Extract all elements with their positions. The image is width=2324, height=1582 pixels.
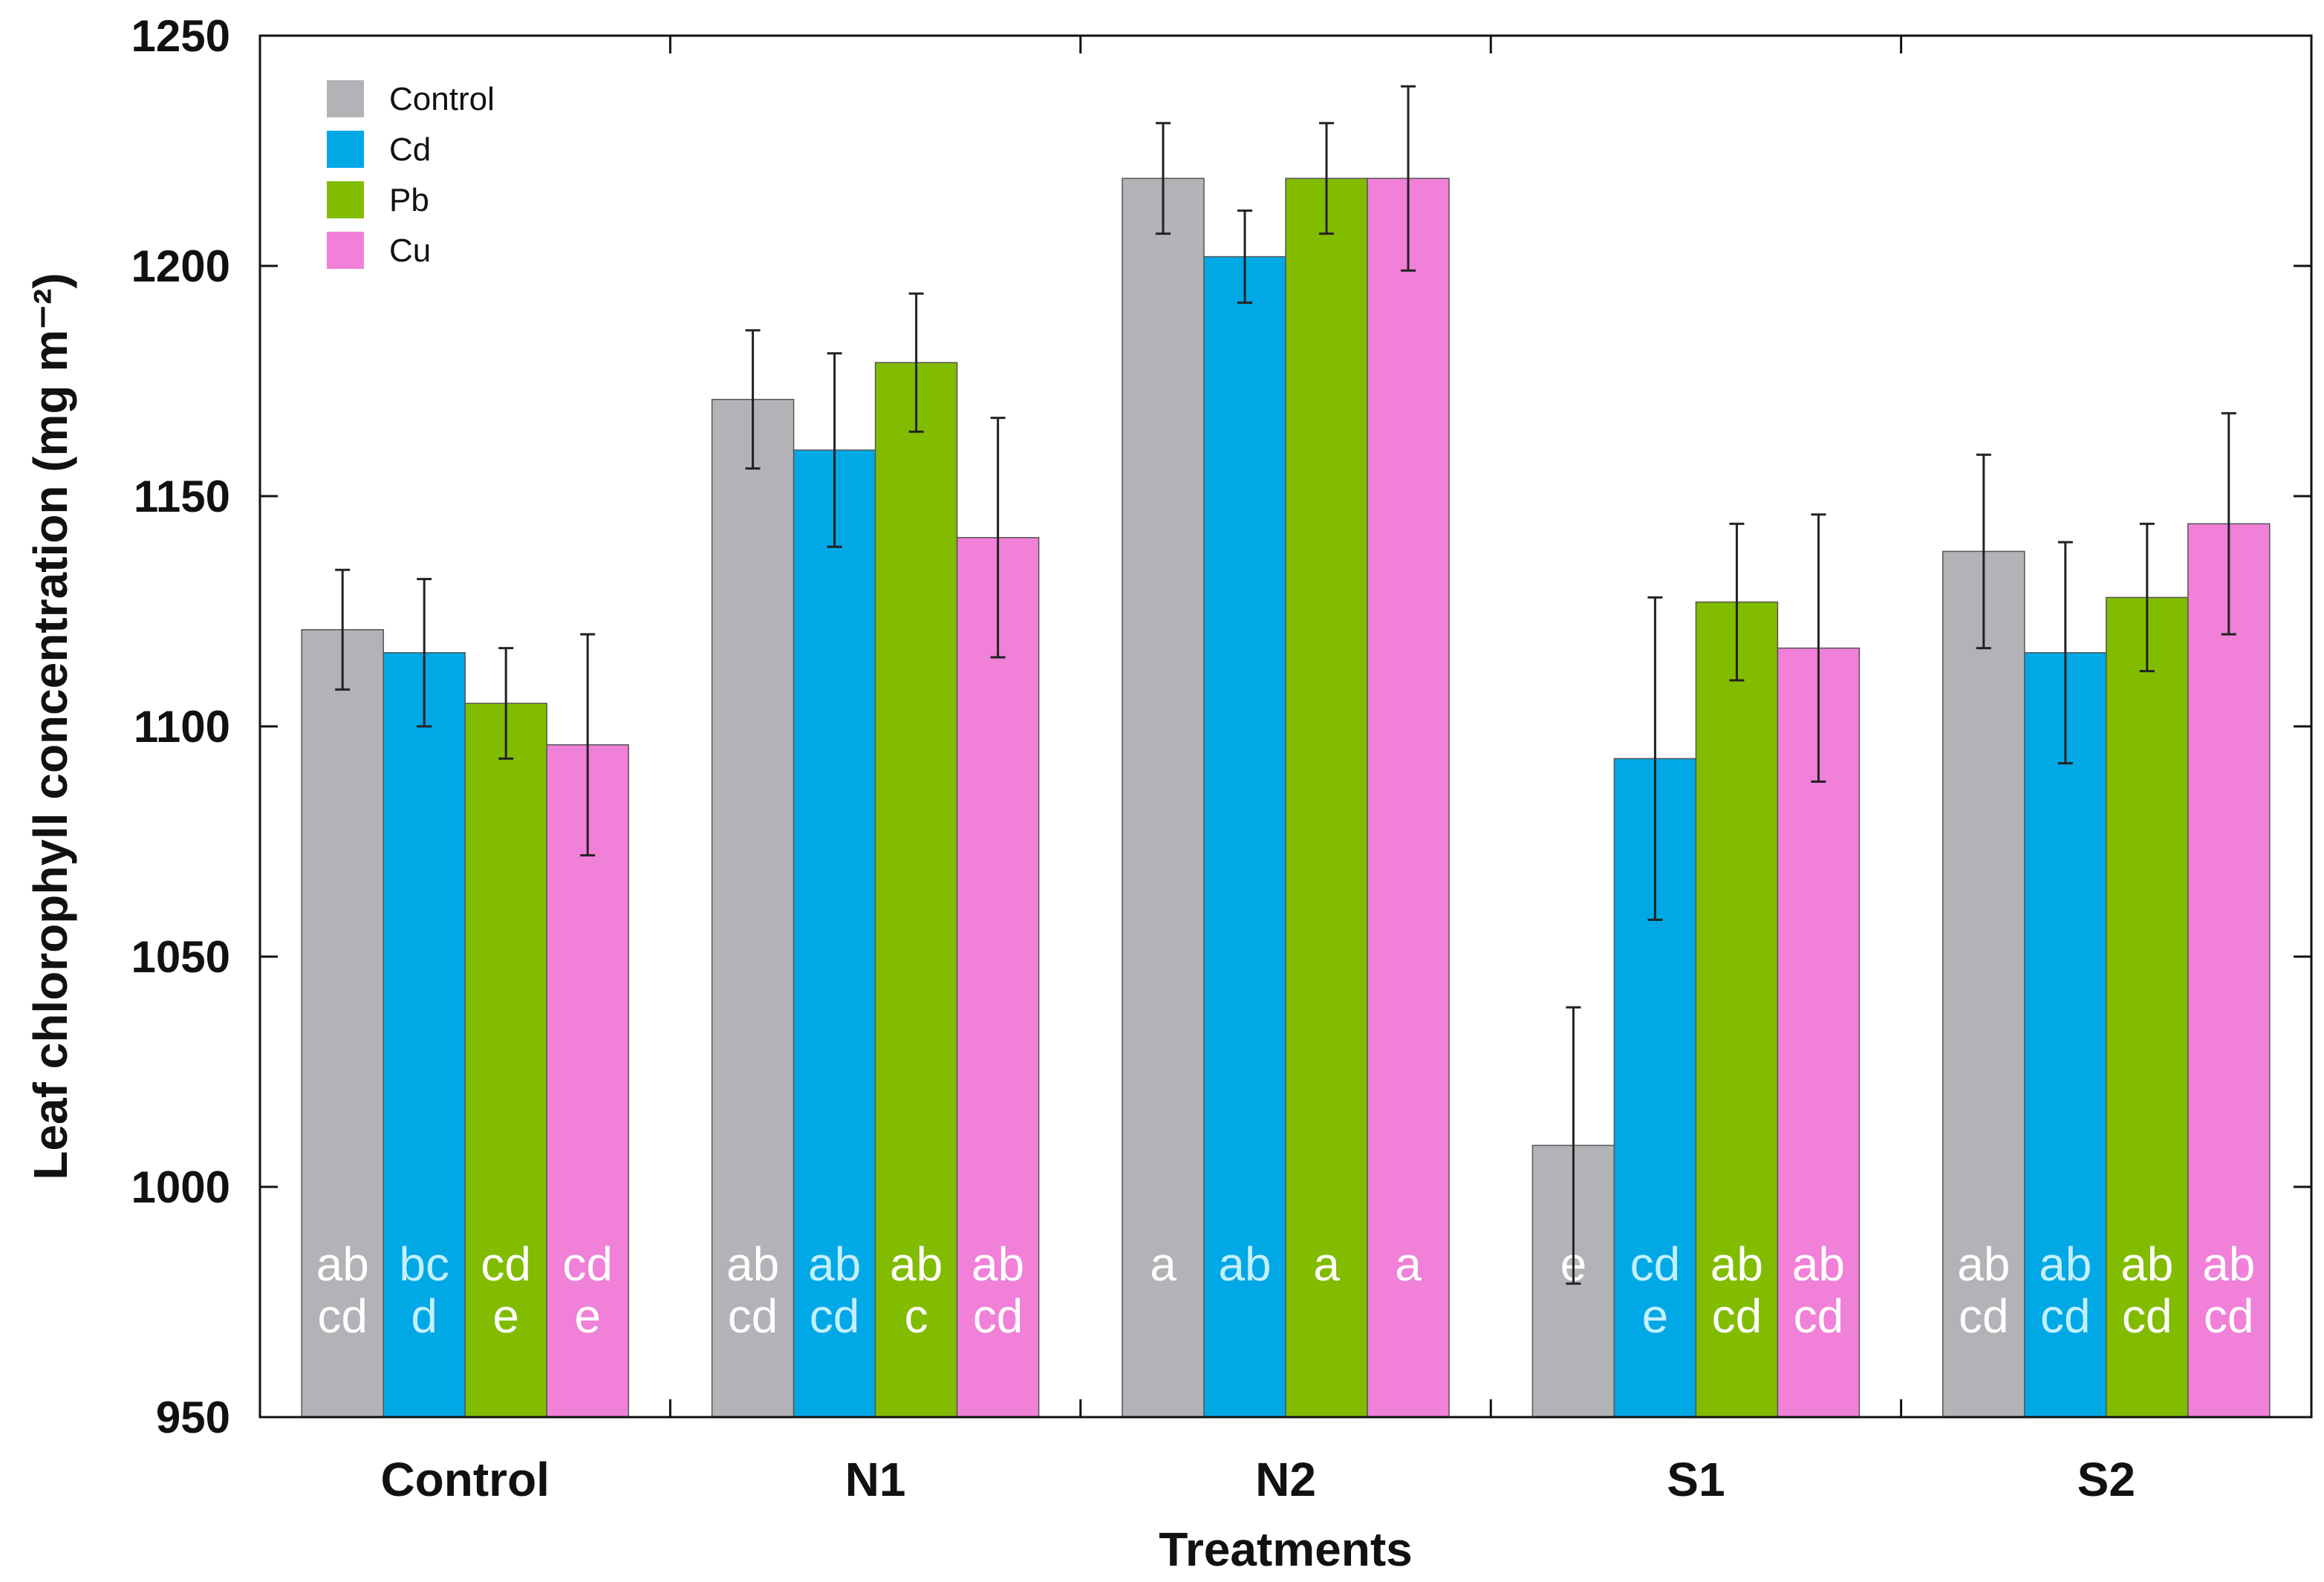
legend-label-control: Control	[389, 81, 495, 117]
significance-letter: ab	[1711, 1237, 1763, 1291]
significance-letter: ab	[2039, 1237, 2092, 1291]
significance-letter: ab	[1792, 1237, 1845, 1291]
significance-letter: d	[411, 1289, 437, 1343]
bar-pb-control	[464, 703, 547, 1418]
significance-letter: a	[1395, 1237, 1422, 1291]
significance-letter: ab	[971, 1237, 1024, 1291]
significance-letter: cd	[1712, 1289, 1762, 1343]
significance-letter: cd	[973, 1289, 1023, 1343]
significance-letter: cd	[1630, 1237, 1681, 1291]
bar-pb-n2	[1285, 178, 1368, 1418]
bar-cu-n2	[1367, 178, 1450, 1418]
significance-letter: a	[1150, 1237, 1176, 1291]
significance-letter: cd	[1959, 1289, 2009, 1343]
legend-swatch-pb	[327, 181, 364, 218]
significance-letter: e	[1642, 1289, 1669, 1343]
bar-control-n2	[1122, 178, 1205, 1418]
plot-frame	[258, 34, 2313, 1419]
bar-control-n1	[711, 399, 795, 1418]
significance-letter: c	[905, 1289, 928, 1343]
legend-swatch-cu	[327, 232, 364, 269]
error-bars	[335, 85, 2236, 1285]
significance-letter: e	[574, 1289, 601, 1343]
significance-letter: ab	[808, 1237, 861, 1291]
x-tick-label: Control	[380, 1453, 550, 1506]
x-tick-label: N2	[1255, 1453, 1316, 1506]
significance-letter: ab	[1957, 1237, 2010, 1291]
x-tick-label: N1	[845, 1453, 906, 1506]
significance-letter: cd	[1794, 1289, 1844, 1343]
bar-control-s2	[1942, 550, 2025, 1418]
significance-letter: ab	[890, 1237, 943, 1291]
x-tick-label: S1	[1667, 1453, 1725, 1506]
significance-letter: ab	[2120, 1237, 2173, 1291]
bar-groups	[301, 178, 2271, 1418]
significance-letter: cd	[317, 1289, 368, 1343]
y-tick-label: 1200	[131, 241, 230, 291]
legend-label-cu: Cu	[389, 232, 431, 269]
significance-letter: e	[492, 1289, 519, 1343]
y-tick-labels: 950 1000 1050 1100 1150 1200 1250	[131, 11, 230, 1442]
significance-letter: ab	[316, 1237, 369, 1291]
x-tick-label: S2	[2077, 1453, 2135, 1506]
bar-cu-s2	[2187, 523, 2271, 1418]
significance-letter: cd	[562, 1237, 613, 1291]
significance-letter: cd	[728, 1289, 778, 1343]
legend-swatch-control	[327, 80, 364, 117]
legend: Control Cd Pb Cu	[327, 80, 495, 269]
y-axis-title: Leaf chlorophyll concentration (mg m⁻²)	[24, 273, 77, 1179]
significance-letter: ab	[726, 1237, 779, 1291]
y-tick-label: 950	[156, 1393, 230, 1442]
bar-cd-n1	[792, 449, 876, 1418]
x-axis-title: Treatments	[1159, 1523, 1412, 1576]
legend-swatch-cd	[327, 131, 364, 168]
significance-letter: a	[1313, 1237, 1340, 1291]
significance-letter: ab	[2202, 1237, 2255, 1291]
significance-letter: cd	[2204, 1289, 2254, 1343]
y-tick-label: 1250	[131, 11, 230, 61]
y-tick-label: 1050	[131, 932, 230, 982]
y-tick-label: 1100	[134, 702, 230, 752]
legend-label-cd: Cd	[389, 131, 431, 168]
bar-cd-s2	[2024, 652, 2107, 1418]
legend-label-pb: Pb	[389, 182, 429, 218]
y-tick-label: 1000	[131, 1162, 230, 1212]
bar-pb-s1	[1695, 601, 1779, 1418]
y-tick-label: 1150	[134, 472, 230, 521]
significance-letter: bc	[399, 1237, 449, 1291]
bar-pb-n1	[874, 362, 958, 1418]
significance-letter: ab	[1218, 1237, 1271, 1291]
significance-letter: cd	[2040, 1289, 2091, 1343]
bar-pb-s2	[2106, 596, 2189, 1418]
significance-letter: cd	[481, 1237, 531, 1291]
x-tick-labels: Control N1 N2 S1 S2	[380, 1453, 2135, 1506]
significance-letter: cd	[810, 1289, 860, 1343]
significance-letter: cd	[2122, 1289, 2172, 1343]
